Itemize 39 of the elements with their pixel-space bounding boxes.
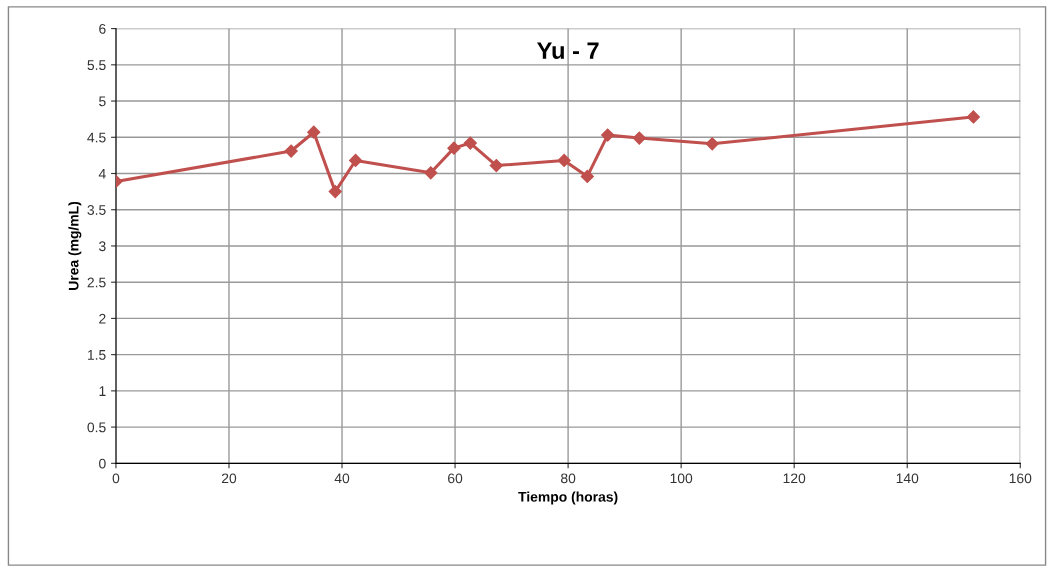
x-tick-label: 100 (670, 473, 693, 484)
y-tick-label: 0 (99, 458, 106, 469)
y-tick-label: 4 (98, 168, 106, 179)
y-tick-label: 2.5 (87, 277, 106, 288)
point (705, 137, 719, 151)
point (348, 153, 363, 168)
chart-title: Yu - 7 (537, 42, 599, 59)
x-tick-label: 0 (112, 473, 120, 484)
point (557, 153, 571, 168)
x-tick-label: 60 (448, 473, 463, 484)
point (328, 185, 342, 199)
y-tick-label: 1 (99, 386, 106, 396)
point (463, 136, 477, 150)
x-tick-label: 120 (783, 473, 806, 484)
x-tick-label: 140 (896, 473, 919, 484)
point (580, 169, 594, 183)
point (632, 131, 646, 145)
y-tick-label: 3 (99, 241, 106, 252)
x-axis-title: Tiempo (horas) (518, 491, 618, 505)
y-tick-label: 1.5 (87, 350, 106, 360)
y-axis-title: Urea (mg/mL) (68, 201, 82, 290)
y-tick-label: 6 (99, 23, 106, 34)
x-tick-label: 40 (334, 473, 350, 484)
point (489, 158, 503, 173)
y-tick-label: 2 (99, 313, 106, 324)
y-tick-label: 3.5 (87, 205, 106, 215)
y-tick-label: 5 (99, 96, 106, 107)
point (447, 141, 461, 155)
y-tick-label: 5.5 (87, 60, 106, 70)
point (424, 166, 438, 180)
x-tick-label: 160 (1009, 473, 1032, 484)
y-tick-label: 4.5 (87, 132, 106, 143)
point (307, 125, 321, 139)
point (966, 110, 980, 124)
point (601, 128, 615, 142)
x-tick-label: 80 (560, 473, 576, 484)
x-tick-label: 20 (221, 473, 237, 484)
y-tick-label: 0.5 (87, 422, 106, 433)
point (284, 144, 298, 158)
